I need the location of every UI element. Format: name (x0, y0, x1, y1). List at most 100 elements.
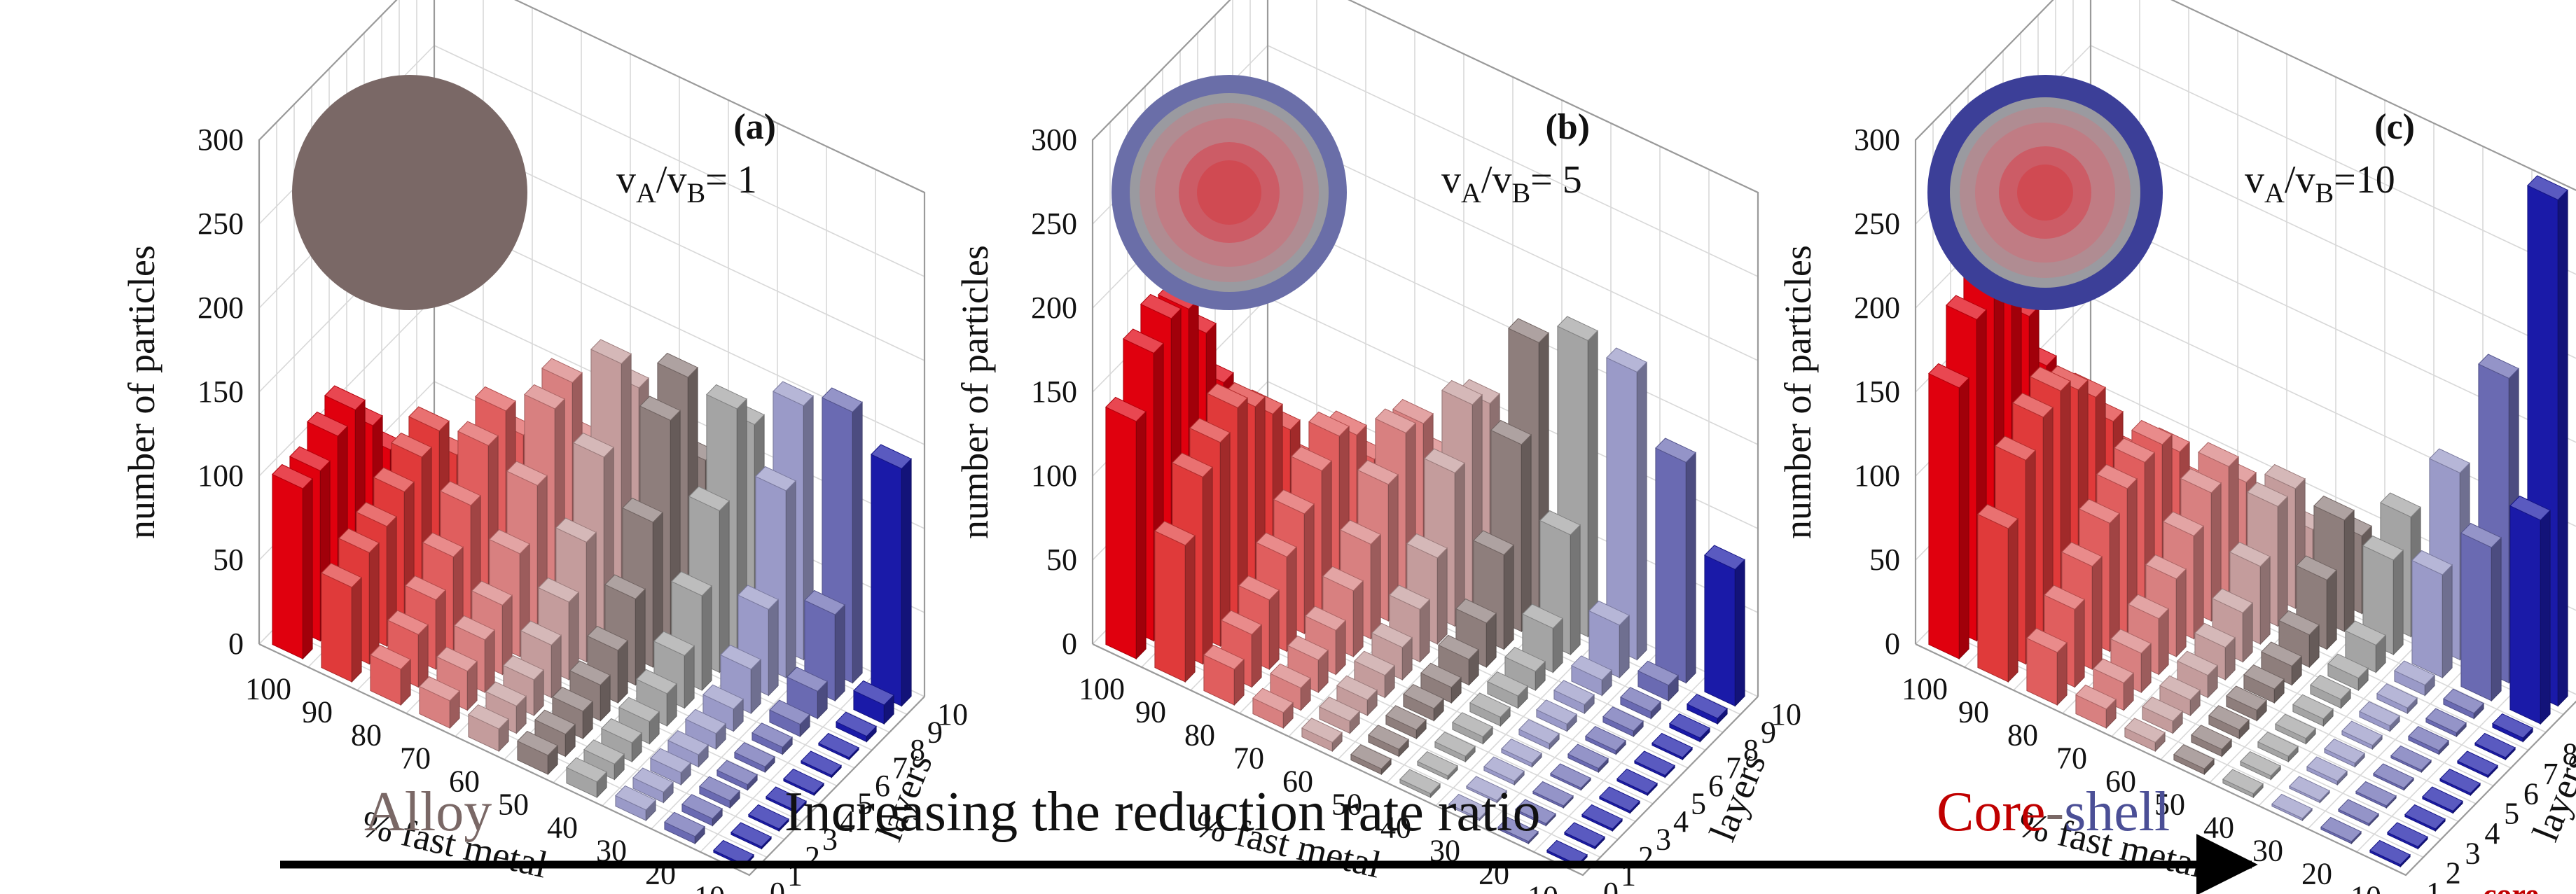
x-tick-label: 70 (1233, 741, 1264, 776)
bar (1977, 503, 2018, 683)
bar (1487, 671, 1528, 709)
bar (1336, 675, 1378, 717)
bar (1532, 781, 1574, 809)
bar (321, 562, 362, 683)
z-tick-label: 300 (1854, 123, 1900, 157)
z-tick-label: 150 (198, 375, 244, 409)
bar (1518, 719, 1560, 750)
bar (1515, 799, 1556, 827)
bar (1599, 786, 1640, 814)
bar (419, 676, 460, 729)
layer-tick-label: 8 (910, 733, 925, 767)
y-axis-title: number of particles (120, 245, 162, 539)
particle-inset-icon (1927, 75, 2163, 310)
bar (667, 730, 709, 768)
layer-tick-label: 8 (2562, 737, 2576, 771)
bar (2387, 822, 2428, 850)
panel-label: (a) (733, 107, 776, 147)
layer-tick-label: 7 (1726, 751, 1741, 785)
x-tick-label: 20 (2301, 857, 2332, 891)
bar (818, 732, 859, 761)
bar (1319, 697, 1360, 734)
bar (1403, 684, 1444, 722)
bar (2376, 683, 2418, 715)
z-tick-label: 0 (1062, 627, 1077, 661)
bar (1501, 739, 1542, 768)
y-axis-title: number of particles (954, 245, 996, 539)
layer-tick-label: 7 (892, 751, 908, 785)
chart-panel-c: 0 50 100 150 200 250 300 100 90 80 70 60 50 40 30 20 10 1… (1777, 0, 2576, 894)
bar (1504, 646, 1546, 692)
alloy-caption: Alloy (364, 781, 492, 843)
bar (2320, 816, 2362, 845)
bar (783, 768, 824, 797)
layer-tick-label: 2 (805, 840, 820, 874)
bar (836, 711, 877, 743)
bar (2257, 732, 2299, 763)
bar (2425, 708, 2467, 738)
layer-tick-label: 10 (1771, 697, 1801, 732)
bar (1466, 776, 1507, 804)
core-label: core (2483, 878, 2539, 894)
core-shell-caption: Core-shell (1937, 781, 2170, 844)
bar (1928, 363, 1969, 660)
x-tick-label: 90 (1135, 695, 1166, 729)
layer-tick-label: 7 (2543, 757, 2558, 791)
bar (2341, 720, 2383, 750)
x-tick-label: 70 (2056, 741, 2087, 776)
bar (1438, 634, 1479, 686)
bar (370, 644, 411, 706)
bar (716, 760, 758, 791)
x-tick-label: 80 (2007, 718, 2038, 753)
z-tick-label: 150 (1031, 375, 1077, 409)
bar (1687, 694, 1728, 725)
bar (2306, 756, 2348, 786)
bar (1452, 712, 1493, 745)
bar (2124, 718, 2166, 753)
layer-tick-label: 3 (1656, 823, 1671, 857)
z-tick-label: 0 (228, 627, 244, 661)
bar (702, 684, 744, 732)
bar (2142, 697, 2183, 734)
z-tick-label: 200 (1031, 291, 1077, 325)
x-tick-label: 100 (245, 672, 291, 706)
bar (566, 757, 607, 799)
bar (1252, 687, 1294, 729)
bar (1620, 687, 1661, 720)
z-tick-label: 200 (198, 291, 244, 325)
bar (1368, 725, 1409, 757)
bar (2404, 804, 2446, 832)
bar (699, 776, 740, 809)
layer-tick-label: 4 (1673, 804, 1689, 839)
z-tick-label: 200 (1854, 291, 1900, 325)
layer-tick-label: 6 (1708, 769, 1724, 803)
bar (1704, 545, 1745, 707)
layer-tick-label: 0 (1603, 876, 1619, 894)
x-tick-label: 50 (2154, 788, 2185, 822)
x-tick-label: 90 (302, 695, 333, 729)
z-tick-label: 150 (1854, 375, 1900, 409)
bar (2338, 799, 2379, 827)
bar (2208, 705, 2250, 740)
chart-panel-a: 0501001502002503001009080706050403020100… (120, 0, 968, 894)
bar (1550, 763, 1591, 791)
shell-word: shell (2064, 781, 2170, 843)
bar (1399, 769, 1441, 799)
bar (2411, 550, 2453, 679)
bar (272, 463, 313, 660)
x-tick-label: 60 (1282, 764, 1313, 799)
x-tick-label: 40 (547, 811, 578, 845)
bar (1655, 438, 1696, 684)
bar (1483, 756, 1525, 786)
x-tick-label: 30 (2252, 834, 2283, 868)
layer-tick-label: 10 (937, 697, 968, 732)
bar (2275, 713, 2316, 745)
bar (2292, 694, 2334, 727)
bar (2439, 768, 2481, 797)
core-shell-dash: - (2045, 781, 2065, 843)
x-tick-label: 60 (449, 764, 480, 799)
bar (1417, 751, 1458, 781)
z-tick-label: 300 (198, 123, 244, 157)
bar (787, 666, 828, 720)
layer-tick-label: 9 (927, 715, 943, 750)
